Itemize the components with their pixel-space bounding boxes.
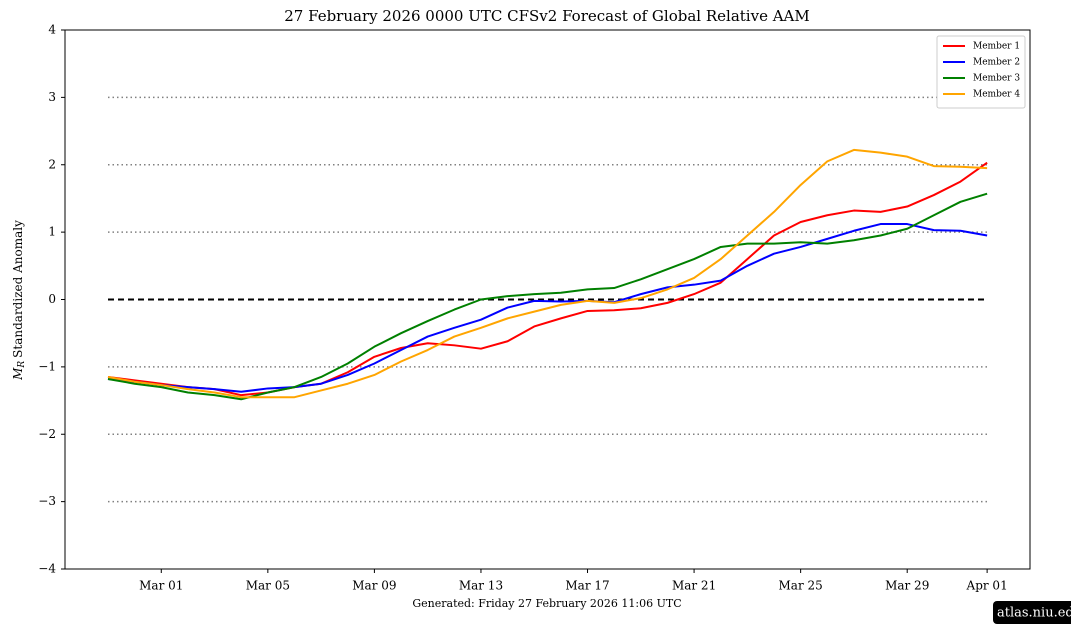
y-label-symbol: M — [11, 367, 25, 381]
footer: Generated: Friday 27 February 2026 11:06… — [412, 597, 681, 610]
y-tick-label: −2 — [38, 427, 56, 441]
y-tick-label: −4 — [38, 562, 56, 576]
y-label-text: Standardized Anomaly — [11, 220, 25, 358]
series-line — [107, 161, 988, 397]
y-tick-label: 1 — [48, 225, 56, 239]
legend-box — [936, 35, 1026, 109]
y-tick-label: 2 — [48, 157, 56, 171]
legend-label: Member 4 — [973, 90, 1020, 100]
legend-label: Member 3 — [973, 74, 1020, 84]
watermark-box — [993, 601, 1071, 624]
x-tick-label: Mar 01 — [139, 579, 183, 593]
y-label-subscript: R — [17, 361, 27, 369]
legend-label: Member 2 — [973, 58, 1020, 68]
x-tick-label: Mar 25 — [779, 579, 823, 593]
y-tick-label: −3 — [38, 494, 56, 508]
x-tick-label: Mar 05 — [246, 579, 290, 593]
plot-frame — [64, 29, 1031, 570]
x-tick-label: Mar 29 — [885, 579, 929, 593]
y-tick-label: 3 — [48, 90, 56, 104]
watermark: atlas.niu.edu — [997, 606, 1071, 621]
x-tick-label: Mar 21 — [672, 579, 716, 593]
legend-label: Member 1 — [973, 42, 1020, 52]
y-tick-label: 0 — [48, 292, 56, 306]
x-tick-label: Apr 01 — [966, 579, 1008, 593]
x-tick-label: Mar 13 — [459, 579, 503, 593]
y-axis-label: MR Standardized Anomaly — [11, 220, 27, 381]
x-tick-label: Mar 17 — [565, 579, 609, 593]
series-line — [107, 148, 988, 399]
series-line — [107, 223, 988, 393]
series-line — [107, 192, 988, 401]
y-tick-label: −1 — [38, 359, 56, 373]
chart-title: 27 February 2026 0000 UTC CFSv2 Forecast… — [284, 7, 809, 25]
x-tick-label: Mar 09 — [352, 579, 396, 593]
y-tick-label: 4 — [48, 23, 56, 37]
